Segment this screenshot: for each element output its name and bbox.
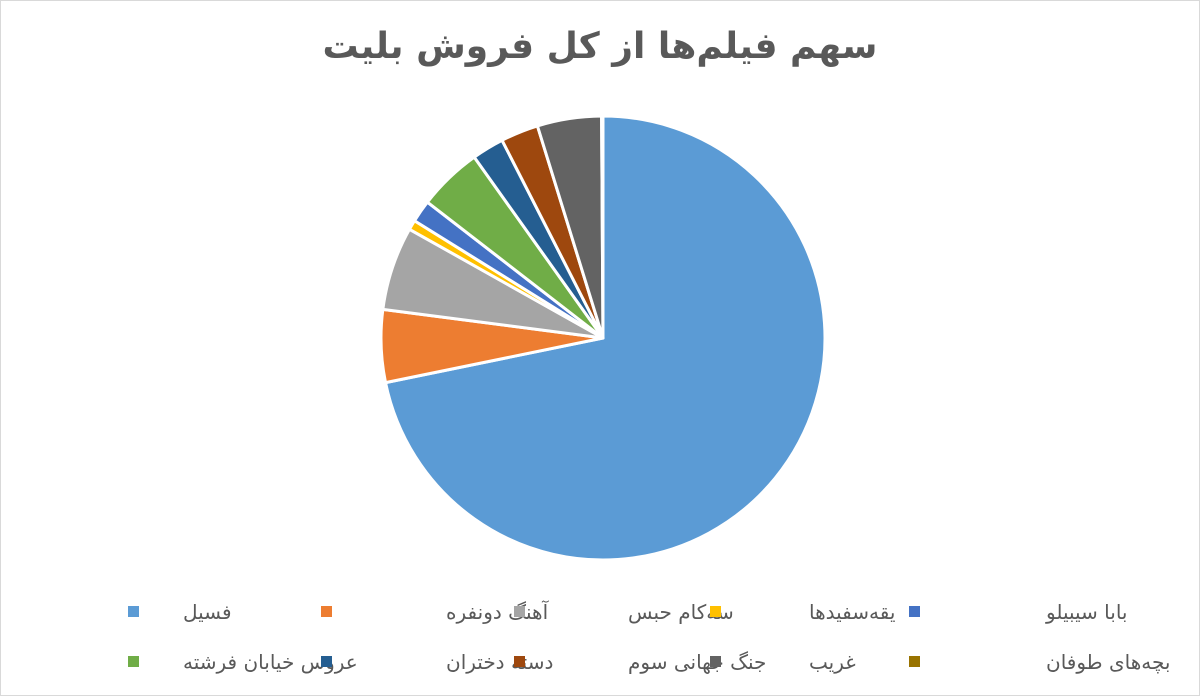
- pie-slices: [379, 114, 827, 562]
- legend-marker: [128, 656, 139, 667]
- legend-item: بچه‌های طوفان: [909, 650, 1170, 674]
- legend-label: دسته دختران: [446, 650, 553, 674]
- legend-marker: [710, 606, 721, 617]
- legend-label: جنگ جهانی سوم: [628, 650, 766, 674]
- legend-label: یقه‌سفیدها: [809, 600, 895, 624]
- legend-marker: [321, 656, 332, 667]
- legend-marker: [321, 606, 332, 617]
- legend-item: آهنگ دونفره: [321, 599, 550, 624]
- legend-label: بچه‌های طوفان: [1046, 650, 1170, 674]
- legend-marker: [514, 656, 525, 667]
- pie-slice: [600, 114, 605, 340]
- legend-marker: [710, 656, 721, 667]
- chart-title: سهم فیلم‌ها از کل فروش بلیت: [322, 26, 878, 67]
- pie-slice: [384, 114, 827, 562]
- legend-item: دسته دختران: [321, 650, 553, 674]
- legend-item: بابا سیبیلو: [909, 600, 1128, 624]
- legend-item: غریب: [710, 650, 856, 674]
- legend-item: یقه‌سفیدها: [710, 600, 895, 624]
- legend-marker: [514, 606, 525, 617]
- legend-label: آهنگ دونفره: [446, 599, 550, 624]
- legend-label: غریب: [809, 650, 856, 674]
- legend: فسیل آهنگ دونفره سه‌کام حبس یقه‌سفیدها بابا …: [128, 599, 1170, 674]
- legend-item: جنگ جهانی سوم: [514, 650, 766, 674]
- legend-marker: [128, 606, 139, 617]
- legend-label: بابا سیبیلو: [1045, 600, 1128, 624]
- legend-marker: [909, 656, 920, 667]
- legend-marker: [909, 606, 920, 617]
- legend-item: فسیل: [128, 600, 232, 624]
- legend-label: فسیل: [183, 600, 232, 624]
